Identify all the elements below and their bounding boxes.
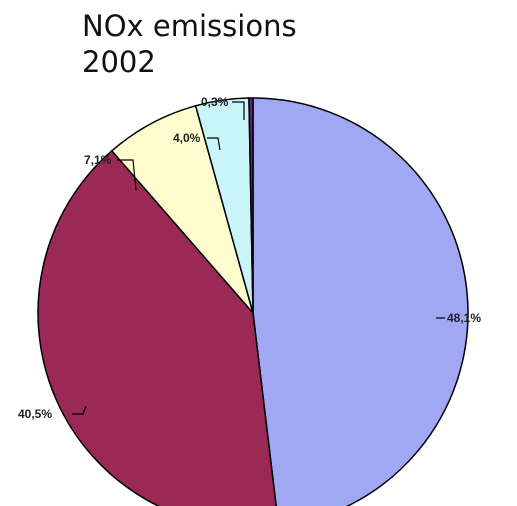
- slice-label: 40,5%: [18, 407, 52, 421]
- slice-label: 7,1%: [84, 153, 112, 167]
- pie-slice: [253, 98, 468, 506]
- slice-label: 0,3%: [201, 95, 229, 109]
- slice-label: 48,1%: [447, 311, 481, 325]
- slice-label: 4,0%: [173, 131, 201, 145]
